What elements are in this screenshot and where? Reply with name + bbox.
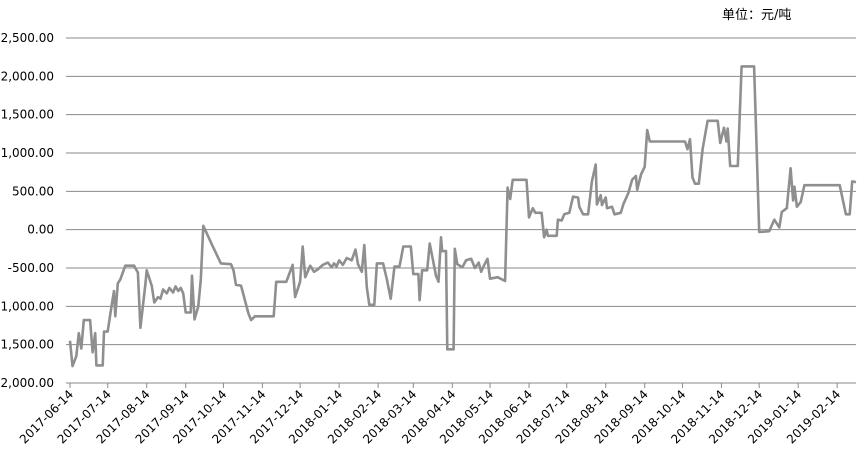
y-tick-label: 2,500.00 xyxy=(1,31,54,45)
y-tick-label: 0.00 xyxy=(27,223,54,237)
y-tick-label: -1,500.00 xyxy=(0,338,54,352)
y-tick-label: 1,000.00 xyxy=(1,146,54,160)
y-tick-label: 1,500.00 xyxy=(1,108,54,122)
y-tick-label: -2,000.00 xyxy=(0,376,54,390)
y-tick-label: 500.00 xyxy=(12,184,54,198)
data-line xyxy=(68,65,857,368)
y-tick-label: -500.00 xyxy=(8,261,54,275)
unit-label: 单位：元/吨 xyxy=(722,8,791,23)
y-tick-label: -1,000.00 xyxy=(0,299,54,313)
y-tick-label: 2,000.00 xyxy=(1,69,54,83)
